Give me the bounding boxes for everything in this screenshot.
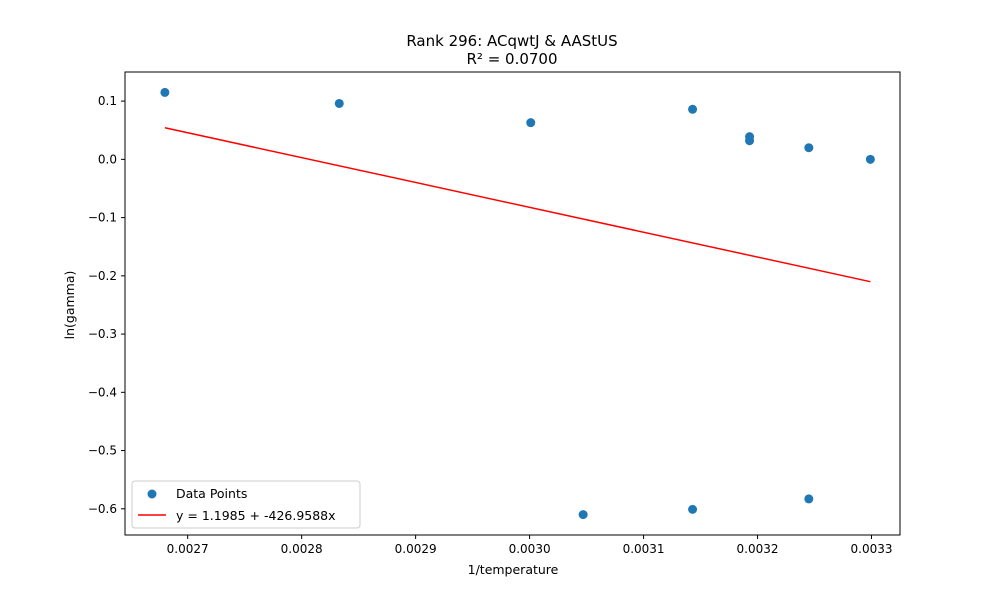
y-tick-label: 0.1	[98, 94, 117, 108]
legend-frame	[131, 480, 361, 529]
x-tick-label: 0.0029	[395, 542, 437, 556]
x-tick-label: 0.0033	[851, 542, 893, 556]
x-tick-label: 0.0031	[623, 542, 665, 556]
plot-area	[160, 87, 875, 520]
y-tick-label: −0.4	[88, 385, 117, 399]
plot-frame	[124, 71, 901, 536]
y-tick-label: −0.2	[88, 269, 117, 283]
data-point	[578, 510, 588, 520]
data-point	[865, 154, 875, 164]
chart-title: Rank 296: ACqwtJ & AAStUS	[406, 32, 617, 50]
x-tick-label: 0.0028	[281, 542, 323, 556]
legend-label-fit-line: y = 1.1985 + -426.9588x	[176, 508, 336, 523]
y-tick-label: −0.3	[88, 327, 117, 341]
y-tick-label: 0.0	[98, 152, 117, 166]
data-point	[745, 136, 755, 146]
data-point	[688, 104, 698, 114]
data-point	[688, 504, 698, 514]
axes: 0.0027 0.0028 0.0029 0.0030 0.0031 0.0032 0.00…	[88, 71, 901, 556]
y-axis-label: ln(gamma)	[62, 271, 77, 340]
legend-marker-data-points	[147, 489, 157, 499]
y-tick-label: −0.1	[88, 211, 117, 225]
legend: Data Points y = 1.1985 + -426.9588x	[131, 480, 361, 529]
data-point	[804, 494, 814, 504]
legend-label-data-points: Data Points	[176, 486, 247, 501]
x-axis-label: 1/temperature	[468, 562, 559, 577]
data-point	[160, 87, 170, 97]
y-tick-label: −0.5	[88, 444, 117, 458]
y-tick-label: −0.6	[88, 502, 117, 516]
data-point	[804, 143, 814, 153]
x-tick-label: 0.0027	[167, 542, 209, 556]
x-tick-label: 0.0030	[509, 542, 551, 556]
chart-subtitle: R² = 0.0700	[466, 50, 557, 68]
x-tick-label: 0.0032	[737, 542, 779, 556]
fit-line	[164, 127, 871, 283]
data-point	[334, 98, 344, 108]
data-point	[526, 118, 536, 128]
